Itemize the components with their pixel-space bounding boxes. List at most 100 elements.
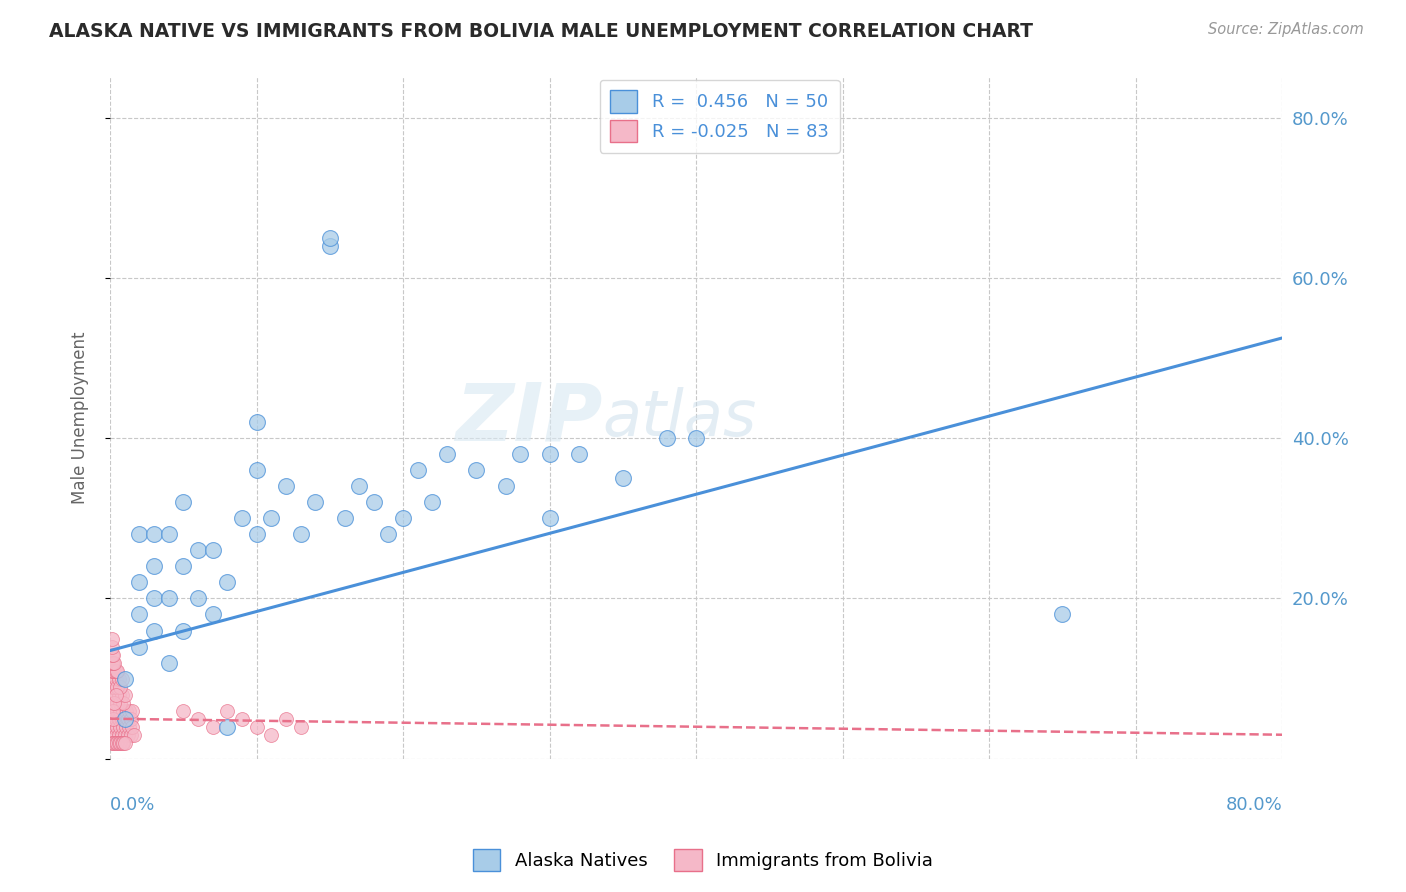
Point xyxy=(143,591,166,606)
Point xyxy=(363,495,385,509)
Point xyxy=(245,720,267,734)
Point xyxy=(103,736,125,750)
Point xyxy=(101,712,124,726)
Text: Source: ZipAtlas.com: Source: ZipAtlas.com xyxy=(1208,22,1364,37)
Point xyxy=(111,672,134,686)
Point xyxy=(245,415,267,429)
Point xyxy=(101,656,124,670)
Point xyxy=(114,728,136,742)
Y-axis label: Male Unemployment: Male Unemployment xyxy=(72,332,89,504)
Point xyxy=(100,696,122,710)
Point xyxy=(231,511,253,525)
Point xyxy=(110,696,132,710)
Point xyxy=(143,624,166,638)
Point xyxy=(100,680,122,694)
Point xyxy=(111,728,134,742)
Point xyxy=(121,720,143,734)
Point xyxy=(103,696,125,710)
Point xyxy=(100,736,122,750)
Text: 80.0%: 80.0% xyxy=(1226,797,1282,814)
Point xyxy=(112,696,135,710)
Point xyxy=(187,591,209,606)
Point xyxy=(114,672,136,686)
Legend: R =  0.456   N = 50, R = -0.025   N = 83: R = 0.456 N = 50, R = -0.025 N = 83 xyxy=(599,79,839,153)
Point xyxy=(612,471,634,485)
Point xyxy=(122,728,145,742)
Point xyxy=(172,495,194,509)
Point xyxy=(101,704,124,718)
Point xyxy=(172,559,194,574)
Point xyxy=(274,479,297,493)
Point xyxy=(108,672,131,686)
Point xyxy=(100,720,122,734)
Point xyxy=(100,632,122,646)
Point xyxy=(101,664,124,678)
Point xyxy=(655,431,678,445)
Point xyxy=(110,680,132,694)
Point xyxy=(103,656,125,670)
Point xyxy=(392,511,415,525)
Point xyxy=(111,736,134,750)
Point xyxy=(114,712,136,726)
Point xyxy=(1052,607,1074,622)
Point xyxy=(117,712,139,726)
Point xyxy=(108,712,131,726)
Point xyxy=(104,728,127,742)
Point xyxy=(172,704,194,718)
Text: ZIP: ZIP xyxy=(456,379,602,457)
Point xyxy=(112,720,135,734)
Point xyxy=(217,720,239,734)
Point xyxy=(114,736,136,750)
Point xyxy=(114,688,136,702)
Point xyxy=(120,712,142,726)
Point xyxy=(201,543,224,558)
Point xyxy=(105,704,128,718)
Point xyxy=(114,712,136,726)
Point xyxy=(685,431,707,445)
Point xyxy=(101,728,124,742)
Point xyxy=(104,712,127,726)
Point xyxy=(495,479,517,493)
Point xyxy=(104,688,127,702)
Point xyxy=(105,680,128,694)
Point xyxy=(290,720,312,734)
Point xyxy=(110,736,132,750)
Point xyxy=(143,527,166,541)
Point xyxy=(201,720,224,734)
Point xyxy=(201,607,224,622)
Point xyxy=(108,688,131,702)
Point xyxy=(103,720,125,734)
Point xyxy=(105,696,128,710)
Point xyxy=(157,591,180,606)
Text: atlas: atlas xyxy=(602,387,756,449)
Point xyxy=(111,712,134,726)
Point xyxy=(104,664,127,678)
Point xyxy=(101,648,124,662)
Point xyxy=(157,656,180,670)
Point xyxy=(105,736,128,750)
Point xyxy=(100,640,122,654)
Point xyxy=(274,712,297,726)
Point xyxy=(108,728,131,742)
Point xyxy=(436,447,458,461)
Point xyxy=(217,575,239,590)
Legend: Alaska Natives, Immigrants from Bolivia: Alaska Natives, Immigrants from Bolivia xyxy=(465,842,941,879)
Point xyxy=(245,527,267,541)
Point xyxy=(538,447,561,461)
Point xyxy=(422,495,444,509)
Point xyxy=(121,704,143,718)
Point xyxy=(118,704,141,718)
Point xyxy=(509,447,531,461)
Point xyxy=(112,704,135,718)
Point xyxy=(108,736,131,750)
Point xyxy=(304,495,326,509)
Point xyxy=(128,640,150,654)
Point xyxy=(128,575,150,590)
Point xyxy=(115,720,138,734)
Point xyxy=(406,463,429,477)
Point xyxy=(103,696,125,710)
Point xyxy=(290,527,312,541)
Point xyxy=(101,712,124,726)
Point xyxy=(319,231,342,245)
Text: ALASKA NATIVE VS IMMIGRANTS FROM BOLIVIA MALE UNEMPLOYMENT CORRELATION CHART: ALASKA NATIVE VS IMMIGRANTS FROM BOLIVIA… xyxy=(49,22,1033,41)
